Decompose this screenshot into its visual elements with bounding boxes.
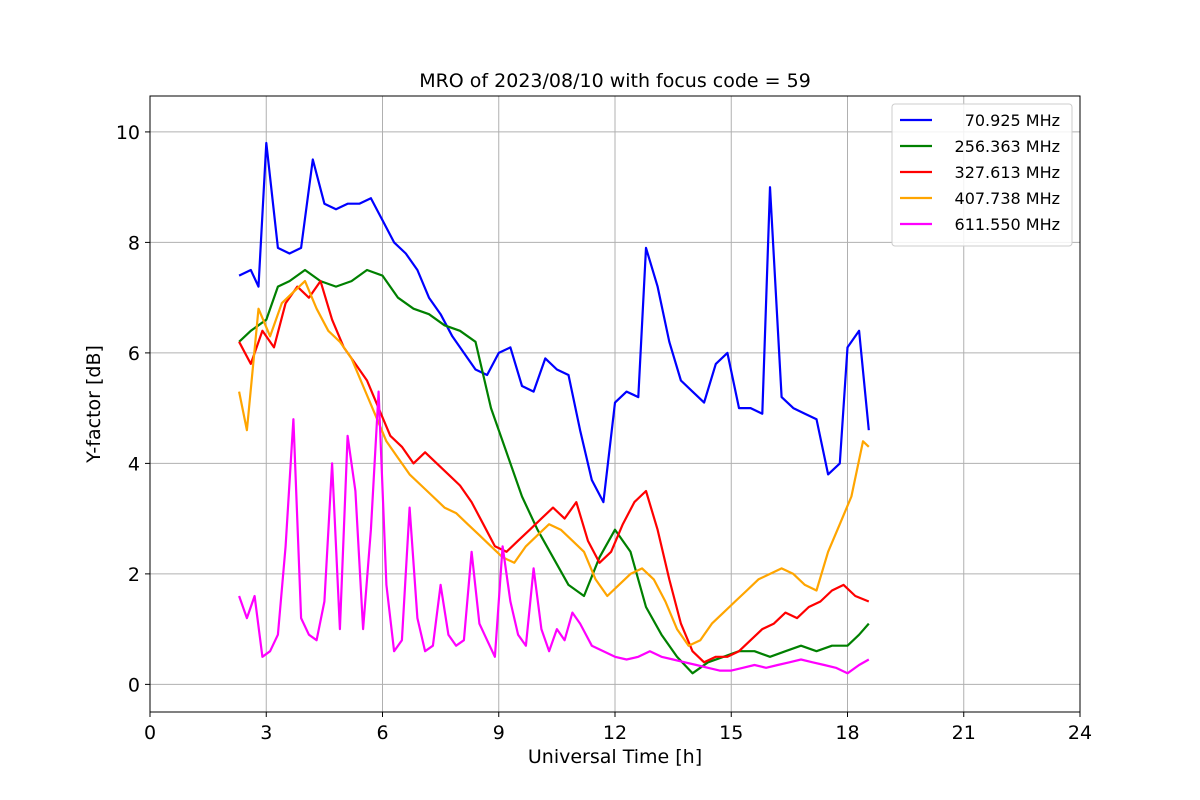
y-tick-label: 8 <box>128 232 140 254</box>
x-tick-label: 6 <box>376 722 388 744</box>
plot-area <box>238 141 870 675</box>
y-tick-label: 0 <box>128 674 140 696</box>
legend-label: 611.550 MHz <box>955 215 1060 234</box>
x-tick-label: 24 <box>1068 722 1092 744</box>
series-line-1 <box>238 141 870 504</box>
series-line-5 <box>238 390 870 675</box>
x-axis-label: Universal Time [h] <box>528 746 702 768</box>
chart-title: MRO of 2023/08/10 with focus code = 59 <box>419 70 811 92</box>
legend-label: 327.613 MHz <box>955 163 1060 182</box>
x-tick-label: 0 <box>144 722 156 744</box>
series-line-4 <box>238 280 870 647</box>
series-line-2 <box>238 268 870 675</box>
y-tick-label: 10 <box>116 122 140 144</box>
x-tick-label: 12 <box>603 722 627 744</box>
y-axis-label: Y-factor [dB] <box>83 345 105 464</box>
x-tick-label: 3 <box>260 722 272 744</box>
legend-label: 407.738 MHz <box>955 189 1060 208</box>
legend-box <box>891 103 1073 247</box>
y-tick-label: 4 <box>128 453 140 475</box>
y-tick-label: 2 <box>128 564 140 586</box>
x-tick-label: 15 <box>719 722 743 744</box>
x-tick-label: 18 <box>835 722 859 744</box>
legend-label: 70.925 MHz <box>965 111 1060 130</box>
y-tick-label: 6 <box>128 343 140 365</box>
legend-label: 256.363 MHz <box>955 137 1060 156</box>
x-tick-label: 21 <box>952 722 976 744</box>
legend: 70.925 MHz 256.363 MHz 327.613 MHz 407.738 … <box>891 103 1073 247</box>
x-tick-label: 9 <box>493 722 505 744</box>
